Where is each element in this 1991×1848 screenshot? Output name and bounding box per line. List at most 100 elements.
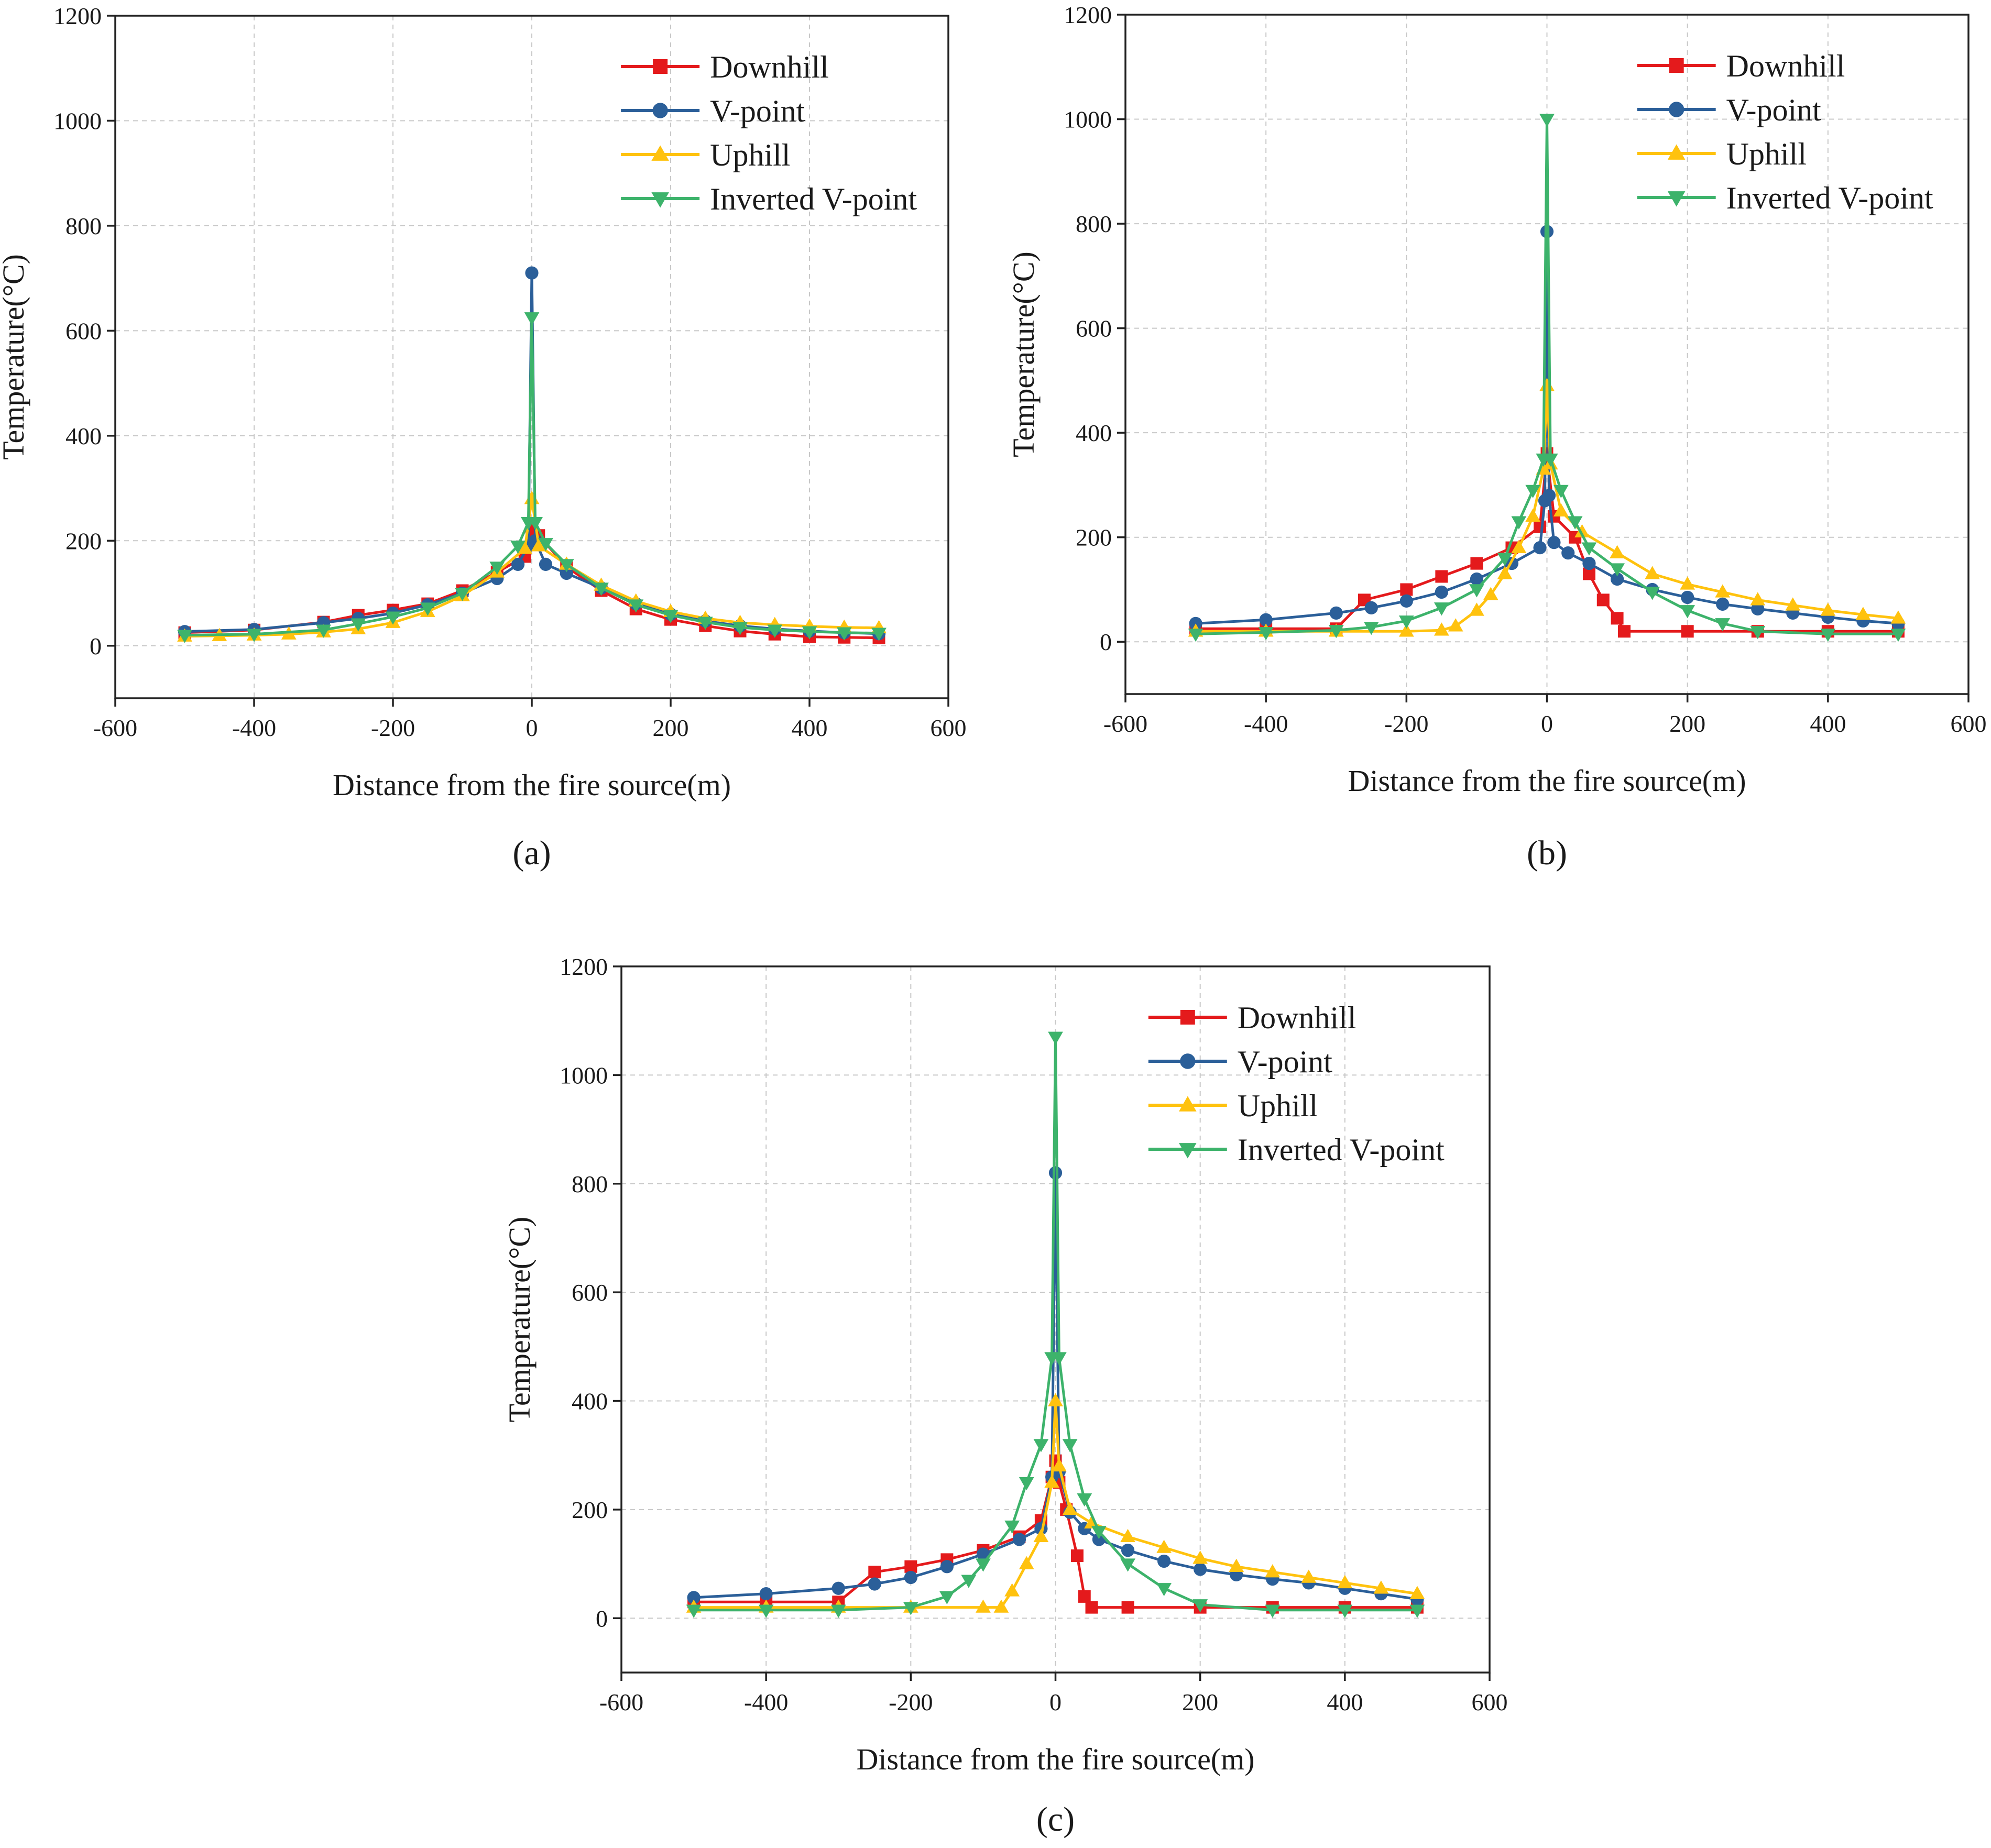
data-point (1329, 606, 1343, 620)
legend-item: Inverted V-point (621, 182, 917, 216)
x-tick-label: -400 (744, 1689, 788, 1715)
y-axis-title: Temperature(°C) (502, 1217, 537, 1423)
y-tick-label: 200 (65, 527, 102, 554)
data-point (1434, 622, 1449, 636)
data-point (1258, 627, 1274, 641)
legend-marker (1178, 1096, 1197, 1112)
data-point (1581, 542, 1597, 556)
data-point (1156, 1539, 1172, 1553)
data-point (1610, 572, 1624, 586)
legend-item: V-point (621, 94, 805, 128)
data-point (525, 266, 539, 280)
legend: Downhill V-point Uphill Inverted V-point (1148, 1000, 1445, 1167)
data-point (663, 610, 679, 623)
data-point (1398, 615, 1414, 629)
x-axis-title: Distance from the fire source(m) (856, 1742, 1254, 1776)
data-point (1301, 1569, 1317, 1583)
data-point (830, 1604, 846, 1618)
data-point (1337, 1575, 1353, 1589)
data-point (1265, 1564, 1281, 1578)
data-point (1448, 618, 1463, 632)
data-point (385, 611, 401, 625)
y-tick-label: 800 (572, 1171, 608, 1197)
y-tick-label: 1000 (53, 107, 102, 134)
data-point (1680, 605, 1695, 619)
legend-marker (1178, 1143, 1197, 1159)
legend-label: Downhill (1238, 1000, 1356, 1035)
data-point (539, 557, 553, 571)
chart-panel-a: -600 -400 -200 0 200 400 600 0 200 400 600 800 1000 1… (0, 3, 967, 872)
y-tick-label: 1200 (1064, 2, 1112, 28)
x-tick-label: 200 (1182, 1689, 1218, 1715)
data-point (1363, 622, 1379, 635)
data-point (1259, 613, 1273, 626)
data-point (1121, 1544, 1135, 1557)
y-tick-label: 200 (1076, 524, 1112, 551)
data-point (1121, 1601, 1134, 1614)
x-tick-label: -600 (93, 714, 137, 741)
data-point (1435, 570, 1448, 583)
data-point (1511, 540, 1527, 553)
x-tick-label: -400 (232, 714, 276, 741)
data-point (836, 627, 852, 641)
data-point (524, 312, 540, 326)
data-point (1525, 485, 1541, 498)
data-point (832, 1581, 845, 1595)
data-point (1497, 553, 1513, 566)
data-point (1033, 1528, 1049, 1542)
data-point (1582, 567, 1595, 580)
data-point (1483, 587, 1498, 600)
x-tick-label: -600 (1103, 710, 1147, 737)
data-point (871, 628, 887, 641)
x-tick-label: 0 (1541, 710, 1553, 737)
x-tick-label: -400 (1244, 710, 1288, 737)
series-line (694, 1036, 1417, 1612)
data-point (1820, 629, 1836, 642)
data-point (177, 630, 192, 643)
data-point (1052, 1352, 1067, 1366)
data-point (1645, 587, 1660, 600)
y-tick-label: 400 (65, 423, 102, 449)
legend-marker (653, 59, 668, 74)
data-point (1156, 1583, 1172, 1597)
data-point (1373, 1580, 1389, 1594)
data-point (1681, 590, 1694, 604)
y-tick-label: 0 (90, 633, 102, 659)
data-point (1194, 1563, 1207, 1576)
data-point (1193, 1550, 1208, 1564)
data-point (1157, 1554, 1171, 1568)
y-tick-label: 400 (572, 1388, 608, 1415)
series-uphill (177, 491, 887, 642)
legend-marker (1669, 58, 1684, 73)
data-point (628, 599, 644, 613)
y-tick-label: 600 (572, 1279, 608, 1306)
data-point (517, 541, 533, 554)
y-tick-label: 400 (1076, 420, 1112, 446)
data-point (1033, 1439, 1049, 1453)
legend-label: Inverted V-point (710, 182, 917, 216)
data-point (1434, 602, 1449, 616)
data-point (1048, 1031, 1063, 1045)
data-point (1470, 572, 1484, 586)
x-tick-label: 600 (1951, 710, 1987, 737)
data-point (1543, 453, 1558, 467)
data-point (1078, 1590, 1091, 1603)
series-inverted-v-point (177, 312, 887, 643)
x-tick-label: 600 (1472, 1689, 1508, 1715)
legend-item: Inverted V-point (1637, 181, 1933, 215)
x-tick-label: -200 (889, 1689, 933, 1715)
data-point (1052, 1458, 1067, 1472)
legend-item: Uphill (1148, 1088, 1318, 1123)
data-point (1019, 1477, 1034, 1491)
data-point (1750, 592, 1766, 606)
y-tick-label: 1200 (560, 953, 608, 980)
legend-label: Downhill (710, 50, 829, 84)
x-axis-title: Distance from the fire source(m) (1348, 764, 1746, 798)
chart-panel-b: -600 -400 -200 0 200 400 600 0 200 400 600 800 1000 1… (1007, 2, 1987, 872)
data-point (1265, 1604, 1281, 1618)
panel-caption: (b) (1527, 834, 1567, 872)
data-point (1019, 1556, 1034, 1569)
data-point (1511, 516, 1527, 530)
data-point (1062, 1501, 1078, 1515)
